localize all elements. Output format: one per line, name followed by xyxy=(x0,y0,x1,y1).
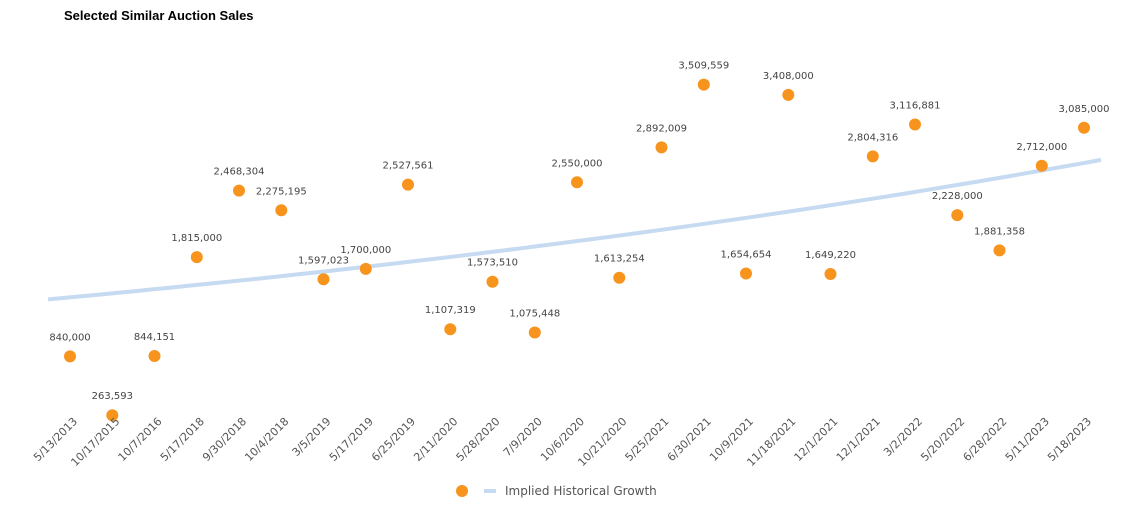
legend-trend-label: Implied Historical Growth xyxy=(505,484,657,498)
data-label: 1,881,358 xyxy=(974,226,1025,237)
x-tick-label: 6/28/2022 xyxy=(961,415,1010,464)
x-tick-label: 5/17/2018 xyxy=(158,415,207,464)
x-tick-label: 5/25/2021 xyxy=(623,415,672,464)
data-label: 1,613,254 xyxy=(594,254,645,265)
data-label: 263,593 xyxy=(92,391,133,402)
x-tick-label: 9/30/2018 xyxy=(200,415,249,464)
x-tick-label: 10/4/2018 xyxy=(242,415,291,464)
data-label: 2,550,000 xyxy=(552,158,603,169)
data-label: 3,408,000 xyxy=(763,71,814,82)
data-point[interactable] xyxy=(106,409,119,422)
data-label: 1,075,448 xyxy=(509,309,560,320)
x-tick-label: 6/30/2021 xyxy=(665,415,714,464)
x-tick-label: 10/7/2016 xyxy=(116,415,165,464)
x-tick-label: 2/11/2020 xyxy=(411,415,460,464)
data-point[interactable] xyxy=(909,118,921,131)
data-label: 1,597,023 xyxy=(298,255,349,266)
data-point[interactable] xyxy=(64,350,76,363)
data-label: 1,654,654 xyxy=(721,250,772,261)
data-label: 2,275,195 xyxy=(256,186,307,197)
data-label: 2,804,316 xyxy=(847,132,898,143)
data-label: 2,228,000 xyxy=(932,191,983,202)
data-label: 3,509,559 xyxy=(678,61,729,72)
data-point[interactable] xyxy=(824,268,837,280)
data-label: 1,107,319 xyxy=(425,305,476,316)
data-label: 2,527,561 xyxy=(383,161,434,172)
data-point[interactable] xyxy=(655,141,668,154)
data-point[interactable] xyxy=(697,78,710,91)
data-point[interactable] xyxy=(233,184,245,197)
x-tick-label: 12/1/2021 xyxy=(792,415,841,464)
data-point[interactable] xyxy=(782,88,795,101)
data-point[interactable] xyxy=(148,350,161,362)
data-label: 2,892,009 xyxy=(636,123,687,134)
data-point[interactable] xyxy=(486,275,499,288)
x-tick-label: 5/17/2019 xyxy=(327,415,376,464)
data-point[interactable] xyxy=(528,326,541,339)
x-tick-label: 7/9/2020 xyxy=(501,415,545,459)
data-point[interactable] xyxy=(1035,159,1048,172)
data-label: 1,700,000 xyxy=(340,245,391,256)
data-point[interactable] xyxy=(951,209,964,222)
x-tick-label: 6/25/2019 xyxy=(369,415,418,464)
data-point[interactable] xyxy=(1078,121,1090,134)
data-point[interactable] xyxy=(275,204,288,217)
x-tick-label: 3/5/2019 xyxy=(289,415,333,459)
data-label: 3,085,000 xyxy=(1059,104,1110,115)
chart-title: Selected Similar Auction Sales xyxy=(64,8,254,23)
data-label: 3,116,881 xyxy=(890,101,941,112)
data-point[interactable] xyxy=(571,176,583,189)
x-tick-label: 3/2/2022 xyxy=(881,415,925,459)
data-point[interactable] xyxy=(359,262,372,275)
data-label: 1,815,000 xyxy=(171,233,222,244)
x-tick-label: 5/11/2023 xyxy=(1003,415,1052,464)
data-label: 1,649,220 xyxy=(805,250,856,261)
x-tick-label: 5/18/2023 xyxy=(1045,415,1094,464)
data-point[interactable] xyxy=(613,271,626,284)
trend-line xyxy=(47,157,1102,302)
x-tick-label: 12/1/2021 xyxy=(834,415,883,464)
data-label: 844,151 xyxy=(134,332,175,343)
data-point[interactable] xyxy=(993,244,1006,257)
data-point[interactable] xyxy=(402,178,414,191)
data-point[interactable] xyxy=(317,273,330,286)
x-tick-label: 5/28/2020 xyxy=(454,415,503,464)
legend-point-marker xyxy=(456,485,468,497)
data-point[interactable] xyxy=(190,251,203,264)
data-point[interactable] xyxy=(740,267,752,280)
data-point[interactable] xyxy=(444,323,457,336)
data-label: 2,468,304 xyxy=(214,167,265,178)
data-label: 840,000 xyxy=(49,332,90,343)
data-label: 1,573,510 xyxy=(467,258,518,269)
data-point[interactable] xyxy=(866,150,879,163)
data-label: 2,712,000 xyxy=(1016,142,1067,153)
x-tick-label: 5/20/2022 xyxy=(918,415,967,464)
